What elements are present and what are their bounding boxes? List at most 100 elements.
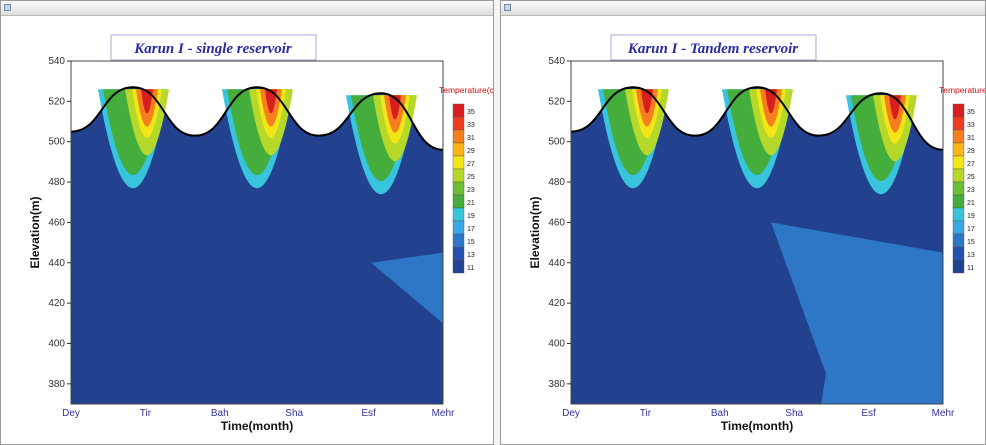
y-tick-label-420: 420 [48,298,65,309]
chart-title: Karun I - single reservoir [133,41,292,57]
legend-label-35: 35 [467,109,475,116]
x-tick-label-sha: Sha [785,408,803,419]
legend-label-19: 19 [467,213,475,220]
red-lobe-1 [641,89,653,114]
plot-frame [570,60,944,405]
x-tick-label-esf: Esf [361,408,376,419]
y-axis-title: Elevation(m) [28,196,42,268]
window-titlebar [1,1,493,16]
legend-label-11: 11 [467,265,474,272]
legend-swatch-31 [952,129,965,144]
legend-label-13: 13 [967,252,975,259]
legend-swatch-25 [452,168,465,183]
chart-title: Karun I - Tandem reservoir [627,41,798,57]
legend-swatch-31 [452,129,465,144]
legend-label-31: 31 [967,135,975,142]
mid-blue-layer [371,252,443,324]
y-tick-label-480: 480 [48,177,65,188]
y-tick-label-420: 420 [548,298,565,309]
legend-label-23: 23 [967,187,975,194]
legend-swatch-29 [452,142,465,157]
water-body [71,87,443,405]
legend-swatch-17 [452,220,465,235]
legend-label-29: 29 [467,148,475,155]
legend-swatch-27 [952,155,965,170]
legend-label-29: 29 [967,148,975,155]
legend-title: Temperature(c) [439,85,494,95]
legend-swatch-13 [952,246,965,261]
plot-frame [70,60,444,405]
legend-label-27: 27 [467,161,475,168]
y-tick-label-520: 520 [48,96,65,107]
x-tick-label-mehr: Mehr [932,408,955,419]
legend-swatch-15 [952,233,965,248]
legend-label-23: 23 [467,187,475,194]
chart-title-box [110,34,317,61]
x-axis-title: Time(month) [721,419,793,433]
legend-label-19: 19 [967,213,975,220]
y-tick-label-380: 380 [548,379,565,390]
legend-label-15: 15 [467,239,475,246]
y-tick-label-500: 500 [48,137,65,148]
legend-label-25: 25 [967,174,975,181]
x-tick-label-sha: Sha [285,408,303,419]
legend-swatch-25 [952,168,965,183]
legend-swatch-23 [452,181,465,196]
legend-swatch-21 [952,194,965,209]
legend-label-17: 17 [967,226,975,233]
legend-swatch-23 [952,181,965,196]
legend-swatch-11 [452,259,465,274]
legend-swatch-21 [452,194,465,209]
window-icon [504,4,511,11]
y-tick-label-540: 540 [548,56,565,67]
y-tick-label-500: 500 [548,137,565,148]
chart-tandem-reservoir: Karun I - Tandem reservoir 380 400 420 440 46… [528,34,986,433]
legend-label-15: 15 [967,239,975,246]
legend-label-13: 13 [467,252,475,259]
chart-title-box [610,34,817,61]
legend-label-33: 33 [467,122,475,129]
red-lobe-2 [765,89,777,114]
legend-label-31: 31 [467,135,475,142]
y-axis-title: Elevation(m) [528,196,542,268]
legend-swatch-11 [952,259,965,274]
y-tick-label-460: 460 [548,217,565,228]
chart-window-single: Karun I - single reservoir 380 400 420 440 46… [0,0,494,445]
legend-label-21: 21 [467,200,475,207]
x-tick-label-dey: Dey [562,408,580,419]
mid-blue-layer [771,222,943,404]
legend-label-21: 21 [967,200,975,207]
x-tick-label-bah: Bah [211,408,229,419]
legend-swatch-17 [952,220,965,235]
x-tick-label-esf: Esf [861,408,876,419]
y-tick-label-400: 400 [48,338,65,349]
legend-swatch-35 [952,103,965,118]
legend-label-25: 25 [467,174,475,181]
legend-label-17: 17 [467,226,475,233]
legend-swatch-29 [952,142,965,157]
legend-swatch-13 [452,246,465,261]
window-titlebar [501,1,985,16]
window-icon [4,4,11,11]
y-tick-label-520: 520 [548,96,565,107]
y-tick-label-460: 460 [48,217,65,228]
legend-swatch-27 [452,155,465,170]
x-tick-label-bah: Bah [711,408,729,419]
legend-swatch-33 [952,116,965,131]
y-tick-label-380: 380 [48,379,65,390]
legend-swatch-19 [952,207,965,222]
legend-label-27: 27 [967,161,975,168]
y-tick-label-440: 440 [48,258,65,269]
legend-swatch-15 [452,233,465,248]
x-tick-label-tir: Tir [640,408,652,419]
legend-label-35: 35 [967,109,975,116]
y-tick-label-440: 440 [548,258,565,269]
red-lobe-1 [141,89,153,114]
water-surface-line [70,86,444,151]
legend-swatch-35 [452,103,465,118]
x-axis-title: Time(month) [221,419,293,433]
legend-title: Temperature(c) [939,85,986,95]
x-tick-label-tir: Tir [140,408,152,419]
x-tick-label-mehr: Mehr [432,408,455,419]
legend-swatch-19 [452,207,465,222]
